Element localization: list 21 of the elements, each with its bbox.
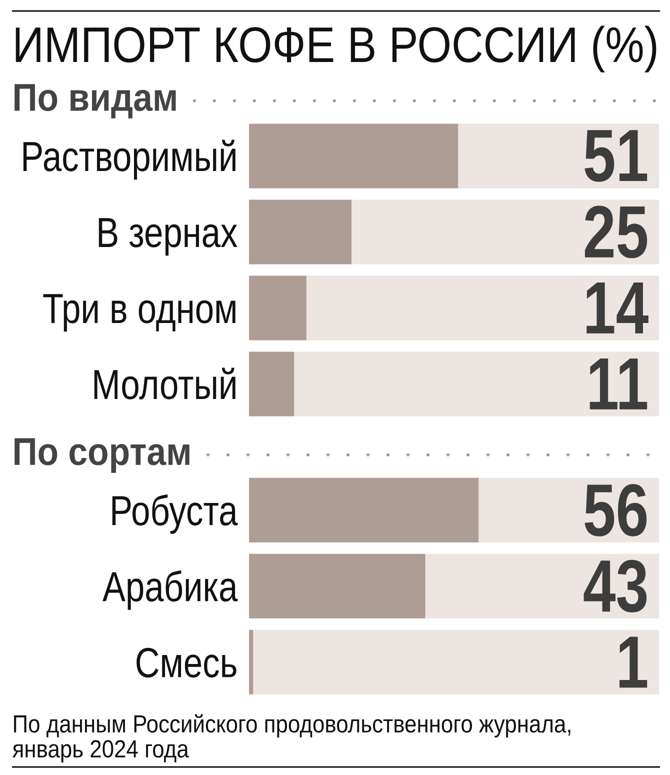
- data-label: 56: [584, 484, 647, 536]
- data-label: 25: [584, 206, 648, 258]
- y-tick-label: Растворимый: [23, 140, 236, 180]
- y-tick-label: Смесь: [136, 648, 236, 678]
- y-tick-label: Три в одном: [43, 294, 236, 332]
- y-tick-label: Молотый: [94, 368, 236, 400]
- data-label: 51: [584, 130, 648, 182]
- data-label: 1: [620, 636, 648, 688]
- y-tick-label: В зернах: [98, 218, 238, 256]
- chart-subtitle: По видам: [14, 84, 176, 118]
- text: По данным Российского продовольственного журнала, январь 2024 года: [12, 714, 570, 763]
- y-tick-label: Робуста: [112, 494, 238, 534]
- data-label: 14: [586, 282, 648, 334]
- bar: [249, 352, 294, 416]
- bar: [249, 200, 352, 264]
- y-tick-label: Арабика: [102, 570, 238, 610]
- chart-title: ИМПОРТ КОФЕ В РОССИИ (%): [16, 26, 656, 72]
- bar: [249, 276, 306, 340]
- data-label: 11: [590, 358, 648, 410]
- data-label: 43: [584, 560, 647, 612]
- chart-subtitle: По сортам: [14, 438, 190, 473]
